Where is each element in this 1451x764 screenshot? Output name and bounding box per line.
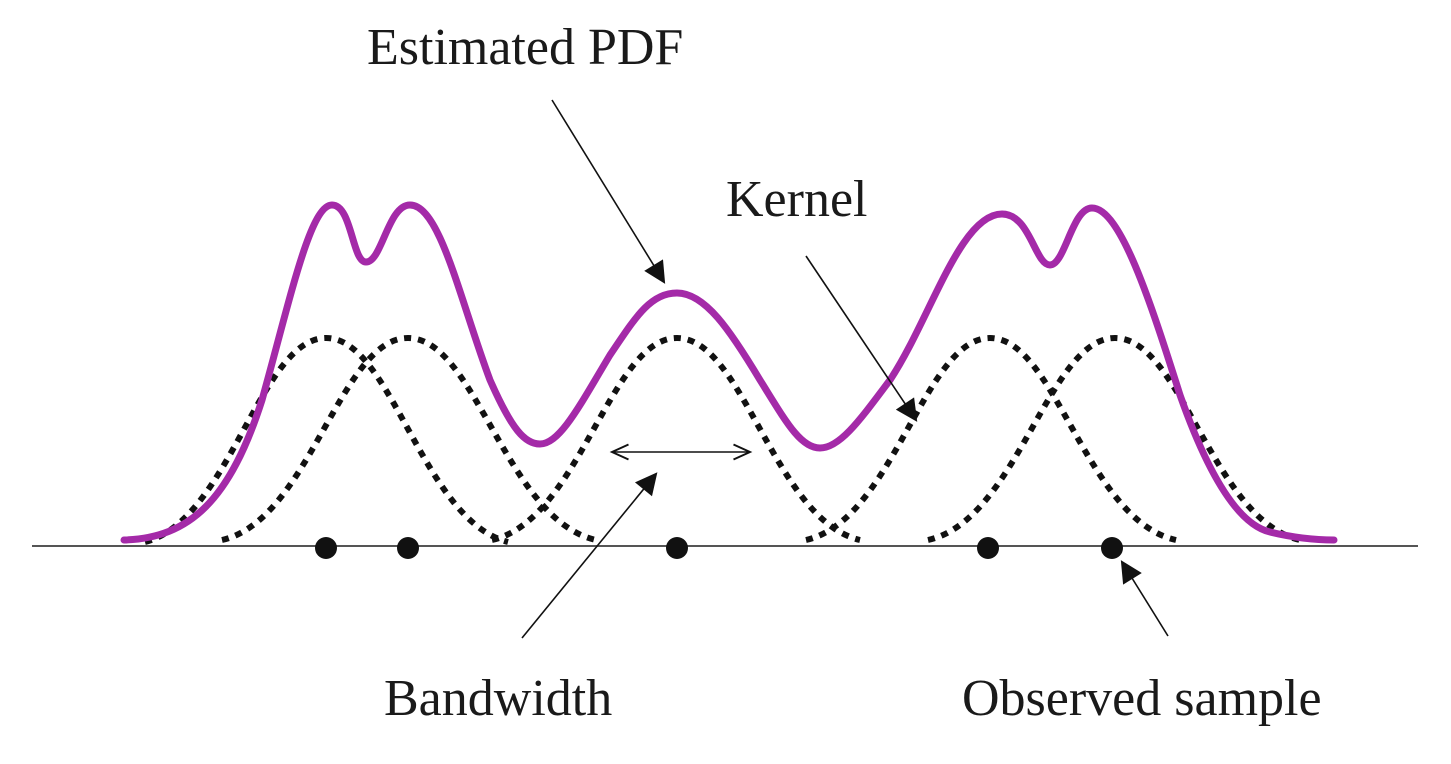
kernel-curve-4: [805, 334, 1177, 543]
sample-point-5: [1101, 537, 1123, 559]
sample-point-3: [666, 537, 688, 559]
bandwidth-label: Bandwidth: [384, 670, 612, 727]
estimated-pdf-label: Estimated PDF: [367, 19, 683, 76]
observed-sample-label: Observed sample: [962, 670, 1322, 727]
kernel-curves: [144, 334, 1301, 545]
sample-point-1: [315, 537, 337, 559]
estimated-pdf-arrow: [551, 99, 666, 284]
observed-samples: [315, 537, 1123, 559]
kernel-curve-3: [491, 334, 861, 543]
kernel-label: Kernel: [726, 171, 867, 228]
kernel-curve-1: [144, 334, 509, 545]
kernel-arrow: [805, 255, 918, 422]
sample-point-2: [397, 537, 419, 559]
kernel-curve-5: [927, 334, 1301, 543]
estimated-pdf-curve: [120, 201, 1338, 544]
observed-sample-arrow: [1120, 560, 1169, 637]
kernel-curve-2: [221, 334, 597, 543]
bandwidth-arrow: [521, 472, 658, 639]
sample-point-4: [977, 537, 999, 559]
